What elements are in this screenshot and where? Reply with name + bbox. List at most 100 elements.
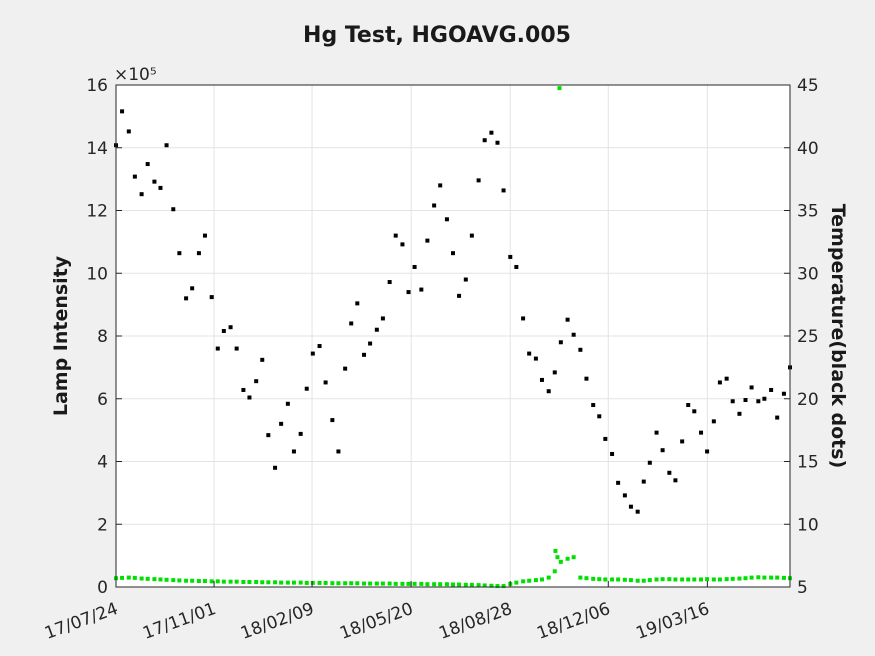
lamp-intensity-point [495,584,500,589]
lamp-intensity-point [139,576,144,581]
lamp-intensity-point [635,578,640,583]
temperature-point [145,162,150,167]
lamp-intensity-point [323,580,328,585]
lamp-intensity-point [737,576,742,581]
temperature-point [680,439,685,444]
y2-tick-label: 45 [797,76,819,96]
lamp-intensity-point [330,581,335,586]
temperature-point [285,401,290,406]
lamp-intensity-point [343,581,348,586]
temperature-point [254,379,259,384]
lamp-intensity-point [425,582,430,587]
temperature-point [737,411,742,416]
temperature-point [126,129,131,134]
temperature-point [228,325,233,330]
lamp-intensity-point [444,582,449,587]
lamp-intensity-point [368,581,373,586]
temperature-point [139,192,144,197]
temperature-point [355,301,360,306]
temperature-point [514,264,519,269]
temperature-point [686,403,691,408]
y-tick-label: 14 [86,139,108,159]
lamp-intensity-point [387,581,392,586]
y2-tick-label: 10 [797,515,819,535]
temperature-point [463,277,468,282]
lamp-intensity-point [597,577,602,582]
temperature-point [717,380,722,385]
temperature-point [565,317,570,322]
x-tick-label: 17/11/01 [140,599,219,644]
lamp-intensity-point [546,575,551,580]
temperature-point [603,436,608,441]
lamp-intensity-point [304,580,309,585]
lamp-intensity-point [660,577,665,582]
temperature-point [495,140,500,145]
temperature-point [323,380,328,385]
lamp-intensity-point [196,579,201,584]
temperature-point [393,233,398,238]
lamp-intensity-point [705,577,710,582]
temperature-point [171,207,176,212]
temperature-point [476,178,481,183]
y2-tick-label: 15 [797,453,819,473]
temperature-series [114,109,792,514]
lamp-intensity-point [558,559,563,564]
temperature-point [120,109,125,114]
lamp-intensity-point [711,577,716,582]
temperature-point [628,504,633,509]
lamp-intensity-point [310,580,315,585]
temperature-point [724,376,729,381]
temperature-point [425,238,430,243]
lamp-intensity-point [432,582,437,587]
lamp-intensity-point [451,582,455,587]
lamp-intensity-point [362,581,367,586]
lamp-intensity-point [317,580,322,585]
y2-axis-label: Temperature(black dots) [827,204,849,469]
lamp-intensity-point [234,579,239,584]
lamp-intensity-point [501,584,506,589]
temperature-point [336,449,341,454]
lamp-intensity-point [749,575,754,580]
temperature-point [432,203,437,208]
lamp-intensity-point [406,581,411,586]
temperature-point [132,174,137,179]
lamp-intensity-point [616,577,621,582]
lamp-intensity-point [557,86,562,91]
temperature-point [343,366,348,371]
y-axis-label: Lamp Intensity [50,255,72,416]
lamp-intensity-point [215,579,220,584]
lamp-intensity-point [591,576,596,581]
lamp-intensity-point [120,575,125,580]
temperature-point [552,370,557,375]
temperature-point [692,409,697,414]
lamp-intensity-point [692,577,697,582]
lamp-intensity-point [775,575,780,580]
temperature-point [647,460,652,465]
temperature-point [279,421,284,426]
lamp-intensity-point [565,556,570,561]
temperature-point [558,340,563,345]
lamp-intensity-point [400,581,405,586]
lamp-intensity-point [374,581,379,586]
temperature-point [412,264,417,269]
lamp-intensity-point [202,579,207,584]
temperature-point [654,430,659,435]
temperature-point [482,138,487,143]
lamp-intensity-point [349,581,354,586]
temperature-point [775,415,780,420]
temperature-point [762,396,767,401]
temperature-point [743,398,748,403]
lamp-intensity-point [686,577,691,582]
lamp-intensity-point [555,555,560,560]
lamp-intensity-point [482,583,487,588]
temperature-point [641,479,646,484]
temperature-point [457,293,462,298]
y-tick-label: 10 [86,264,108,284]
temperature-point [673,478,678,483]
temperature-point [400,242,405,247]
temperature-point [444,217,449,222]
y-tick-label: 0 [97,578,108,598]
temperature-point [184,296,189,301]
x-tick-label: 18/05/20 [337,599,416,644]
